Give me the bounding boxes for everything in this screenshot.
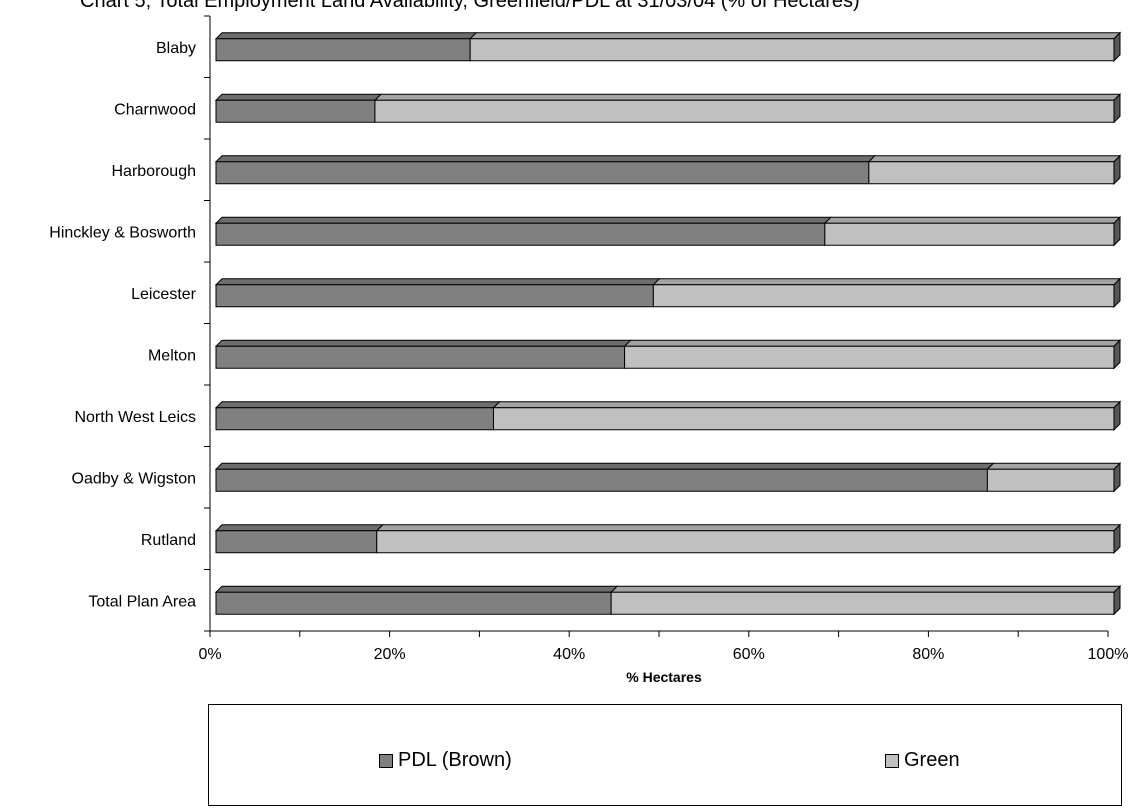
bar-pdl xyxy=(215,222,826,246)
bar-green xyxy=(652,284,1115,308)
legend-swatch-green xyxy=(885,753,899,768)
bar-top-green xyxy=(375,524,1122,532)
legend-item-pdl: PDL (Brown) xyxy=(379,749,512,772)
bar-side xyxy=(1113,585,1121,616)
category-label: Leicester xyxy=(131,286,197,303)
legend: PDL (Brown) Green xyxy=(208,704,1122,806)
bar-pdl xyxy=(215,99,376,123)
bar-top-pdl xyxy=(214,585,619,593)
category-label: Melton xyxy=(148,347,196,364)
bar-top-pdl xyxy=(214,524,384,532)
category-label: Rutland xyxy=(141,532,196,549)
bar-top-green xyxy=(652,278,1122,286)
category-label: North West Leics xyxy=(74,409,196,426)
legend-swatch-pdl xyxy=(379,753,393,768)
bar-pdl xyxy=(215,407,494,431)
bar-side xyxy=(1113,216,1121,247)
bar-side xyxy=(1113,31,1121,62)
bar-top-green xyxy=(492,401,1122,409)
bar-green xyxy=(986,468,1115,492)
bar-top-pdl xyxy=(214,216,833,224)
legend-label-pdl: PDL (Brown) xyxy=(398,749,512,771)
bar-side xyxy=(1113,523,1121,554)
bar-top-green xyxy=(623,339,1122,347)
bar-top-green xyxy=(609,585,1122,593)
bar-top-pdl xyxy=(214,93,383,101)
chart-area: 0% 20% 40% 60% 80% 100% Blaby Charnwood Harborou… xyxy=(49,15,1128,685)
bar-top-pdl xyxy=(214,278,661,286)
bar-top-pdl xyxy=(214,155,877,163)
bar-top-green xyxy=(986,462,1122,470)
legend-item-green: Green xyxy=(885,749,960,772)
bar-side xyxy=(1113,277,1121,308)
bars-layer xyxy=(214,31,1122,616)
x-tick-label: 20% xyxy=(374,646,406,663)
bar-side xyxy=(1113,462,1121,493)
category-label: Blaby xyxy=(156,40,196,57)
bar-green xyxy=(374,99,1115,123)
bar-top-pdl xyxy=(214,462,995,470)
category-label: Charnwood xyxy=(114,101,196,118)
bar-side xyxy=(1113,93,1121,124)
x-tick-label: 60% xyxy=(733,646,765,663)
bar-top-pdl xyxy=(214,32,478,40)
category-label: Hinckley & Bosworth xyxy=(49,224,196,241)
bar-green xyxy=(610,591,1115,615)
bar-pdl xyxy=(215,530,378,554)
axes-layer xyxy=(204,15,1109,637)
labels-layer: 0% 20% 40% 60% 80% 100% Blaby Charnwood Harborou… xyxy=(49,40,1128,663)
bar-side xyxy=(1113,339,1121,370)
bar-top-green xyxy=(867,155,1122,163)
bar-top-green xyxy=(373,93,1122,101)
x-tick-label: 80% xyxy=(912,646,944,663)
category-label: Total Plan Area xyxy=(88,593,196,610)
bar-top-green xyxy=(468,32,1122,40)
bar-pdl xyxy=(215,345,626,369)
bar-green xyxy=(469,38,1115,62)
x-tick-label: 0% xyxy=(198,646,221,663)
x-axis-title: % Hectares xyxy=(626,669,702,685)
chart-title: Chart 5, Total Employment Land Availabil… xyxy=(80,0,860,12)
bar-pdl xyxy=(215,591,612,615)
bar-top-pdl xyxy=(214,339,632,347)
bar-pdl xyxy=(215,161,870,185)
category-label: Oadby & Wigston xyxy=(72,470,197,487)
bar-green xyxy=(376,530,1115,554)
category-label: Harborough xyxy=(112,163,197,180)
bar-green xyxy=(824,222,1115,246)
legend-label-green: Green xyxy=(904,749,960,771)
bar-side xyxy=(1113,400,1121,431)
bar-pdl xyxy=(215,38,471,62)
bar-pdl xyxy=(215,468,988,492)
x-tick-label: 100% xyxy=(1088,646,1129,663)
bar-side xyxy=(1113,154,1121,185)
bar-green xyxy=(868,161,1115,185)
bar-top-pdl xyxy=(214,401,501,409)
bar-green xyxy=(492,407,1115,431)
bar-pdl xyxy=(215,284,654,308)
x-tick-label: 40% xyxy=(553,646,585,663)
bar-top-green xyxy=(823,216,1122,224)
bar-green xyxy=(624,345,1115,369)
